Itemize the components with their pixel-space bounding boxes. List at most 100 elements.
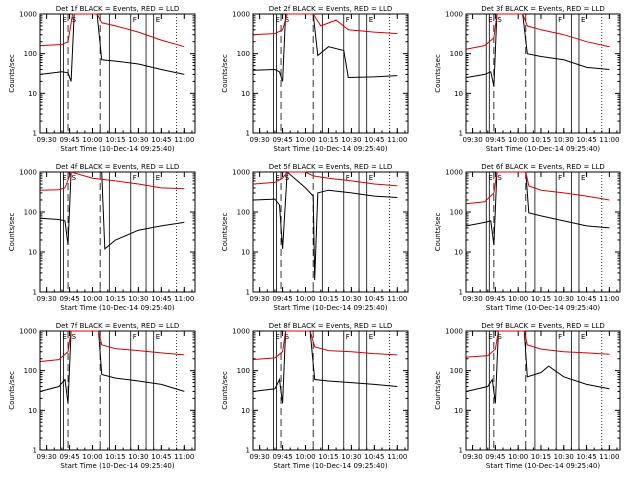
x-tick-label: 10:15 [318,295,338,303]
panel-title: Det 5f BLACK = Events, RED = LLD [269,163,392,171]
x-tick-label: 11:00 [174,453,194,461]
x-tick-label: 10:15 [105,136,125,144]
y-tick-label: 10 [454,407,463,415]
y-tick-label: 10 [241,249,250,257]
x-axis-label: Start Time (10-Dec-14 09:25:40) [273,304,387,312]
y-tick-label: 10 [454,249,463,257]
interval-marker-label: F [133,16,137,24]
y-tick-label: 1000 [19,328,37,336]
y-tick-label: 1000 [19,169,37,177]
x-tick-label: 10:45 [151,453,171,461]
x-tick-label: 10:30 [341,136,361,144]
interval-marker-label: S [497,16,502,24]
interval-marker-label: E [156,16,160,24]
y-tick-label: 100 [24,209,37,217]
y-tick-label: 100 [237,209,250,217]
x-tick-label: 09:30 [250,295,270,303]
x-axis-label: Start Time (10-Dec-14 09:25:40) [273,462,387,470]
lld-series-line [40,171,185,191]
y-tick-label: 100 [24,367,37,375]
interval-marker-label: S [72,333,77,341]
interval-marker-label: E [369,16,373,24]
x-tick-label: 10:00 [508,136,528,144]
interval-marker-label: E [369,174,373,182]
x-tick-label: 10:45 [364,453,384,461]
events-series-line [253,13,398,82]
plot-frame [39,330,196,451]
lld-series-line [253,171,398,187]
lld-series-line [466,171,610,205]
detector-panel: Det 3f BLACK = Events, RED = LLD 1 10 100 10… [434,5,621,153]
y-axis-label: Counts/sec [8,213,16,252]
interval-marker-label: F [558,16,562,24]
x-axis-label: Start Time (10-Dec-14 09:25:40) [486,145,600,153]
interval-marker-label: E [62,16,66,24]
x-tick-label: 10:45 [364,136,384,144]
x-tick-label: 11:00 [599,453,619,461]
x-tick-label: 10:15 [105,295,125,303]
x-tick-label: 09:45 [272,295,292,303]
y-tick-label: 100 [24,50,37,58]
interval-marker-label: E [275,333,279,341]
y-tick-label: 1 [459,130,463,138]
interval-marker-label: S [285,16,290,24]
x-tick-label: 10:45 [151,136,171,144]
lld-series-line [466,13,610,50]
y-tick-label: 10 [241,407,250,415]
interval-marker-label: F [133,333,137,341]
y-tick-label: 1000 [232,328,250,336]
detector-panel: Det 1f BLACK = Events, RED = LLD 1 10 100 10… [8,5,196,153]
y-tick-label: 100 [450,50,463,58]
panel-title: Det 3f BLACK = Events, RED = LLD [481,5,604,13]
panel-title: Det 8f BLACK = Events, RED = LLD [269,322,392,330]
y-tick-label: 1000 [19,11,37,19]
plot-frame [252,330,409,451]
interval-marker-label: E [581,174,585,182]
x-tick-label: 09:45 [59,136,79,144]
interval-marker-label: E [488,174,492,182]
x-axis-label: Start Time (10-Dec-14 09:25:40) [60,304,174,312]
detector-panel: Det 8f BLACK = Events, RED = LLD 1 10 100 10… [221,322,409,470]
interval-marker-label: F [346,16,350,24]
plot-frame [465,330,621,451]
x-tick-label: 10:15 [531,453,551,461]
x-tick-label: 11:00 [174,136,194,144]
detector-panel: Det 9f BLACK = Events, RED = LLD 1 10 100 10… [434,322,621,470]
x-tick-label: 10:15 [105,453,125,461]
x-tick-label: 10:30 [341,295,361,303]
events-series-line [40,330,185,404]
x-tick-label: 10:45 [576,453,596,461]
x-tick-label: 11:00 [174,295,194,303]
x-tick-label: 10:30 [128,295,148,303]
y-tick-label: 1 [33,130,37,138]
x-axis-label: Start Time (10-Dec-14 09:25:40) [60,462,174,470]
y-tick-label: 1 [246,289,250,297]
interval-marker-label: F [346,174,350,182]
plot-frame [465,171,621,293]
x-tick-label: 09:45 [272,136,292,144]
x-tick-label: 09:30 [462,295,482,303]
detector-panel: Det 2f BLACK = Events, RED = LLD 1 10 100 10… [221,5,409,153]
y-axis-label: Counts/sec [8,54,16,93]
events-series-line [466,171,610,246]
panel-title: Det 2f BLACK = Events, RED = LLD [269,5,392,13]
y-tick-label: 1 [33,447,37,455]
x-axis-label: Start Time (10-Dec-14 09:25:40) [486,462,600,470]
interval-marker-label: S [72,174,77,182]
events-series-line [40,13,185,82]
x-tick-label: 10:30 [341,453,361,461]
y-tick-label: 10 [28,249,37,257]
x-tick-label: 09:30 [250,136,270,144]
y-tick-label: 1000 [445,328,463,336]
y-tick-label: 1000 [232,11,250,19]
x-tick-label: 10:00 [82,136,102,144]
lld-series-line [253,13,398,36]
y-tick-label: 100 [450,209,463,217]
y-tick-label: 1 [33,289,37,297]
x-tick-label: 10:30 [554,136,574,144]
plot-frame [39,171,196,293]
x-tick-label: 10:45 [151,295,171,303]
x-tick-label: 09:30 [462,136,482,144]
y-axis-label: Counts/sec [221,213,229,252]
x-tick-label: 11:00 [599,295,619,303]
